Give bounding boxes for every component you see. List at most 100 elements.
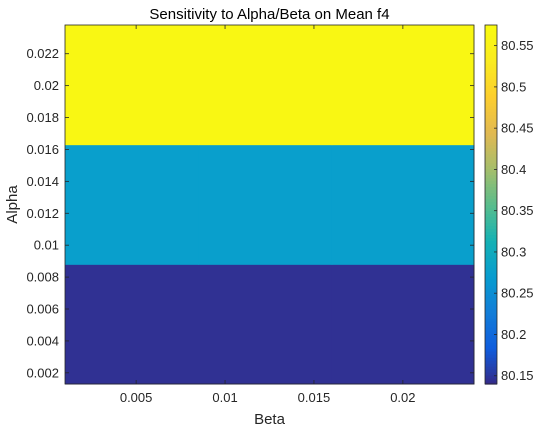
colorbar-segment (485, 339, 497, 343)
colorbar-segment (485, 222, 497, 227)
colorbar-segment (485, 150, 497, 155)
colorbar-segment (485, 273, 497, 277)
colorbar-segment (485, 378, 497, 382)
colorbar-segment (485, 234, 497, 239)
colorbar-segment (485, 144, 497, 149)
colorbar-segment (485, 180, 497, 185)
y-tick-label: 0.01 (34, 238, 59, 253)
colorbar-segment (485, 147, 497, 152)
colorbar-tick-label: 80.4 (501, 162, 526, 177)
colorbar-segment (485, 303, 497, 307)
colorbar-segment (485, 168, 497, 173)
colorbar-segment (485, 123, 497, 128)
colorbar-segment (485, 270, 497, 274)
colorbar-segment (485, 102, 497, 107)
colorbar-segment (485, 288, 497, 292)
colorbar-segment (485, 372, 497, 376)
heatmap-cell (198, 264, 333, 385)
x-tick-label: 0.01 (212, 390, 237, 405)
x-axis-ticks: 0.005 0.01 0.015 0.02 (120, 25, 416, 405)
colorbar-segment (485, 141, 497, 146)
colorbar-segment (485, 57, 497, 62)
colorbar-segment (485, 135, 497, 140)
colorbar-segment (485, 291, 497, 295)
chart-title: Sensitivity to Alpha/Beta on Mean f4 (149, 6, 389, 23)
colorbar-segment (485, 81, 497, 86)
colorbar-segment (485, 321, 497, 325)
colorbar-segment (485, 360, 497, 364)
colorbar: 80.15 80.2 80.25 80.3 80.35 80.4 80.45 80.5 80.5… (484, 24, 534, 385)
colorbar-segment (485, 369, 497, 373)
colorbar-segment (485, 90, 497, 95)
heatmap-cell (65, 144, 199, 265)
heatmap-cell (65, 264, 199, 385)
colorbar-segment (485, 264, 497, 268)
colorbar-segment (485, 246, 497, 250)
colorbar-segment (485, 75, 497, 80)
colorbar-segment (485, 84, 497, 89)
colorbar-segment (485, 25, 497, 29)
colorbar-segment (485, 189, 497, 194)
colorbar-segment (485, 309, 497, 313)
colorbar-segment (485, 120, 497, 125)
colorbar-segment (485, 204, 497, 209)
colorbar-segment (485, 60, 497, 65)
colorbar-segment (485, 45, 497, 50)
colorbar-segment (485, 366, 497, 370)
colorbar-segment (485, 36, 497, 41)
colorbar-segment (485, 99, 497, 104)
colorbar-segment (485, 240, 497, 244)
y-tick-label: 0.008 (26, 270, 59, 285)
colorbar-segment (485, 210, 497, 215)
colorbar-segment (485, 351, 497, 355)
colorbar-segment (485, 312, 497, 316)
colorbar-segment (485, 237, 497, 241)
colorbar-segment (485, 87, 497, 92)
colorbar-segment (485, 324, 497, 328)
colorbar-segment (485, 228, 497, 233)
heatmap-cells (65, 25, 475, 385)
plot-area-frame (64, 24, 475, 385)
colorbar-segment (485, 258, 497, 262)
colorbar-segment (485, 243, 497, 247)
colorbar-segment (485, 285, 497, 289)
x-tick-label: 0.02 (390, 390, 415, 405)
colorbar-segment (485, 63, 497, 68)
colorbar-segment (485, 174, 497, 179)
colorbar-segment (485, 156, 497, 161)
heatmap-cell (331, 264, 475, 385)
colorbar-segment (485, 192, 497, 197)
colorbar-segment (485, 129, 497, 134)
colorbar-segment (485, 225, 497, 230)
colorbar-tick-label: 80.15 (501, 368, 534, 383)
colorbar-segment (485, 48, 497, 53)
colorbar-segment (485, 30, 497, 35)
colorbar-segment (485, 93, 497, 98)
colorbar-segment (485, 249, 497, 253)
y-axis-label: Alpha (4, 185, 21, 224)
y-tick-label: 0.016 (26, 142, 59, 157)
colorbar-segment (485, 363, 497, 367)
colorbar-tick-label: 80.2 (501, 327, 526, 342)
colorbar-segment (485, 231, 497, 236)
colorbar-segment (485, 108, 497, 113)
colorbar-segment (485, 261, 497, 265)
colorbar-segment (485, 315, 497, 319)
colorbar-segment (485, 111, 497, 116)
colorbar-segment (485, 54, 497, 59)
colorbar-segment (485, 282, 497, 286)
colorbar-tick-label: 80.25 (501, 286, 534, 301)
colorbar-segment (485, 42, 497, 47)
colorbar-segment (485, 96, 497, 101)
colorbar-frame (484, 24, 498, 385)
colorbar-segment (485, 375, 497, 379)
y-axis-ticks: 0.002 0.004 0.006 0.008 0.01 0.012 0.014 0.016 0… (26, 46, 474, 380)
colorbar-segment (485, 279, 497, 283)
colorbar-segment (485, 72, 497, 77)
colorbar-segment (485, 66, 497, 71)
colorbar-segment (485, 162, 497, 167)
colorbar-segment (485, 198, 497, 203)
y-tick-label: 0.018 (26, 110, 59, 125)
colorbar-segment (485, 195, 497, 200)
y-tick-label: 0.002 (26, 365, 59, 380)
